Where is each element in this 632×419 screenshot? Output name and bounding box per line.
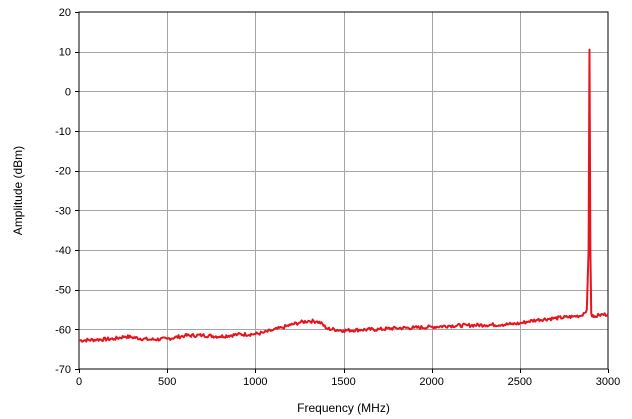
y-axis-title: Amplitude (dBm) <box>11 146 25 235</box>
y-tick-label: 0 <box>65 86 71 98</box>
y-tick-label: -20 <box>55 166 71 178</box>
x-tick-label: 1000 <box>243 376 267 388</box>
x-tick-label: 0 <box>76 376 82 388</box>
y-tick-label: -50 <box>55 285 71 297</box>
x-tick-labels: 0 500 1000 1500 2000 2500 3000 <box>76 376 620 388</box>
y-tick-label: -60 <box>55 324 71 336</box>
x-tick-label: 1500 <box>331 376 355 388</box>
x-axis-title: Frequency (MHz) <box>297 401 390 415</box>
x-tick-label: 500 <box>158 376 176 388</box>
x-tick-label: 2500 <box>508 376 532 388</box>
y-tick-label: 20 <box>59 7 71 19</box>
x-tick-label: 2000 <box>419 376 443 388</box>
x-tick-label: 3000 <box>596 376 620 388</box>
y-tick-label: -30 <box>55 205 71 217</box>
series-line <box>78 48 609 343</box>
grid <box>79 12 608 369</box>
y-tick-labels: 20 10 0 -10 -20 -30 -40 -50 -60 -70 <box>55 7 71 376</box>
axis-ticks <box>75 12 609 373</box>
y-tick-label: 10 <box>59 47 71 59</box>
y-tick-label: -10 <box>55 126 71 138</box>
y-tick-label: -40 <box>55 245 71 257</box>
y-tick-label: -70 <box>55 364 71 376</box>
series-group <box>78 48 609 343</box>
plot-area-border <box>78 11 609 370</box>
